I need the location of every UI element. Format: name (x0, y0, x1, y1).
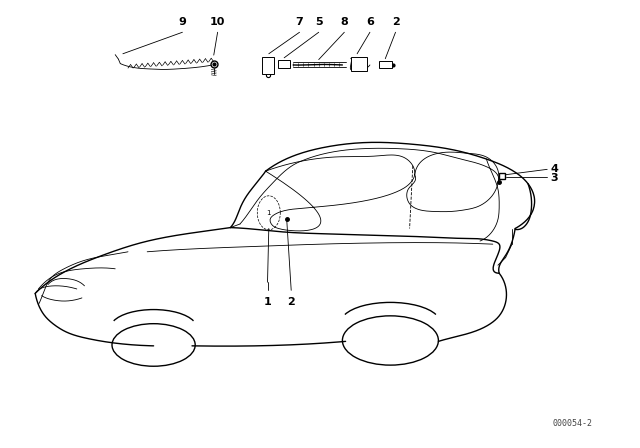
Bar (379, 61, 392, 68)
Text: 8: 8 (340, 17, 348, 27)
Text: 000054-2: 000054-2 (553, 419, 593, 428)
Bar (278, 60, 290, 68)
Text: 6: 6 (366, 17, 374, 27)
Text: 10: 10 (210, 17, 225, 27)
Text: 1: 1 (264, 297, 271, 306)
Text: 1: 1 (266, 210, 271, 216)
Ellipse shape (112, 323, 195, 366)
Text: 7: 7 (296, 17, 303, 27)
Text: 3: 3 (550, 173, 558, 183)
Text: 4: 4 (550, 164, 558, 174)
Text: 9: 9 (179, 17, 186, 27)
Ellipse shape (342, 316, 438, 365)
Text: 2: 2 (287, 297, 295, 306)
Text: 2: 2 (392, 17, 399, 27)
Text: 5: 5 (315, 17, 323, 27)
FancyBboxPatch shape (351, 57, 367, 71)
Bar (262, 57, 274, 74)
